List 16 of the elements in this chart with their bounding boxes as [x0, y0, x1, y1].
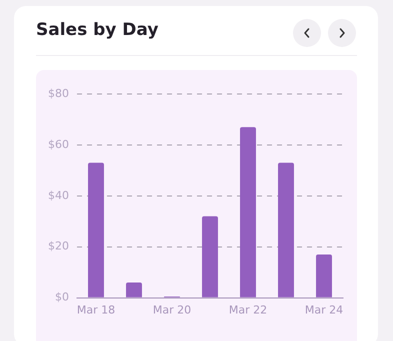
chart-title: Sales by Day — [36, 20, 158, 40]
bar — [126, 282, 142, 298]
bar — [278, 162, 294, 298]
y-tick-label: $20 — [48, 240, 69, 253]
bar — [240, 127, 256, 298]
y-tick-label: $0 — [54, 290, 69, 304]
y-tick-label: $40 — [48, 188, 69, 202]
x-tick-label: Mar 24 — [304, 303, 344, 316]
bar — [88, 162, 104, 298]
bar — [202, 216, 218, 298]
y-tick-label: $60 — [48, 138, 69, 151]
x-tick-label: Mar 18 — [76, 303, 116, 316]
x-tick-label: Mar 20 — [152, 303, 192, 316]
bar — [316, 254, 332, 298]
y-tick-label: $80 — [48, 86, 69, 100]
x-tick-label: Mar 22 — [228, 303, 268, 316]
